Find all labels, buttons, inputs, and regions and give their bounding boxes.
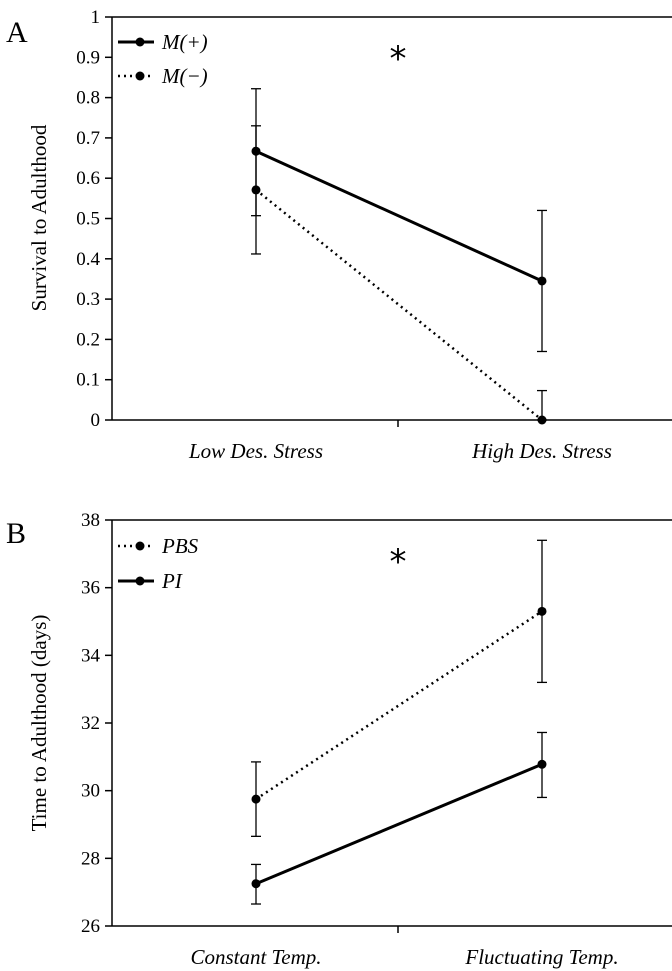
panel-a-y-tick-label: 1 <box>91 7 101 28</box>
panel-b-y-tick-label: 34 <box>81 645 101 666</box>
panel-a-legend-label: M(+) <box>161 30 208 54</box>
panel-b-significance-star: * <box>390 542 407 582</box>
panel-a-x-ticks: Low Des. Stress High Des. Stress <box>188 420 612 463</box>
panel-a-series-line <box>255 188 543 421</box>
panel-b-y-tick-label: 28 <box>81 848 100 869</box>
panel-b-x-ticks: Constant Temp. Fluctuating Temp. <box>190 926 619 969</box>
panel-a-y-tick-label: 0.6 <box>76 168 100 189</box>
panel-a-y-axis-label: Survival to Adulthood <box>27 124 51 311</box>
panel-b-legend-marker <box>135 541 145 551</box>
panel-b-data-point <box>537 606 547 616</box>
panel-b-x-category-label: Constant Temp. <box>190 945 321 969</box>
panel-b-data-point <box>251 879 261 889</box>
panel-a-y-tick-label: 0.4 <box>76 249 100 270</box>
panel-b-y-axis-label: Time to Adulthood (days) <box>27 615 51 832</box>
panel-b-series-line <box>255 610 543 801</box>
panel-a-data-point <box>537 415 547 425</box>
panel-b-series <box>251 539 547 905</box>
panel-b-letter: B <box>6 517 26 550</box>
panel-b-y-tick-label: 32 <box>81 713 100 734</box>
panel-b: B Time to Adulthood (days) 26 28 30 32 34 36 3… <box>6 510 672 969</box>
panel-a: A Survival to Adulthood 0 0.1 0.2 0.3 0.4 0.5… <box>6 7 672 463</box>
panel-b-series-line <box>255 762 543 886</box>
panel-a-x-category-label: Low Des. Stress <box>188 439 323 463</box>
panel-b-x-category-label: Fluctuating Temp. <box>464 945 618 969</box>
panel-a-y-tick-label: 0.2 <box>76 329 100 350</box>
panel-b-data-point <box>537 759 547 769</box>
panel-a-y-tick-label: 0.9 <box>76 47 100 68</box>
panel-b-y-tick-label: 30 <box>81 781 100 802</box>
panel-b-y-tick-label: 26 <box>81 916 100 937</box>
panel-a-y-tick-label: 0 <box>91 410 101 431</box>
panel-a-y-tick-label: 0.1 <box>76 370 100 391</box>
panel-a-y-tick-label: 0.8 <box>76 88 100 109</box>
panel-a-significance-star: * <box>390 39 407 79</box>
panel-b-legend-marker <box>135 576 145 586</box>
panel-a-legend-marker <box>135 71 145 81</box>
panel-b-y-tick-label: 36 <box>81 578 100 599</box>
panel-a-y-tick-label: 0.7 <box>76 128 100 149</box>
panel-a-series <box>251 88 547 425</box>
panel-a-y-tick-label: 0.5 <box>76 209 100 230</box>
panel-b-y-tick-label: 38 <box>81 510 100 531</box>
panel-a-series-line <box>255 149 543 283</box>
panel-b-legend-label: PBS <box>161 534 199 558</box>
panel-a-data-point <box>537 276 547 286</box>
panel-b-y-ticks: 26 28 30 32 34 36 38 <box>81 510 112 937</box>
panel-b-legend: PBS PI <box>118 534 199 593</box>
panel-b-data-point <box>251 794 261 804</box>
panel-b-legend-label: PI <box>161 569 183 593</box>
panel-a-data-point <box>251 185 261 195</box>
panel-a-x-category-label: High Des. Stress <box>471 439 612 463</box>
panel-a-legend-label: M(−) <box>161 64 208 88</box>
panel-a-letter: A <box>6 16 28 49</box>
panel-a-legend-marker <box>135 37 145 47</box>
panel-a-y-tick-label: 0.3 <box>76 289 100 310</box>
panel-a-legend: M(+) M(−) <box>118 30 208 88</box>
panel-a-y-ticks: 0 0.1 0.2 0.3 0.4 0.5 0.6 0.7 0.8 0.9 1 <box>76 7 112 431</box>
